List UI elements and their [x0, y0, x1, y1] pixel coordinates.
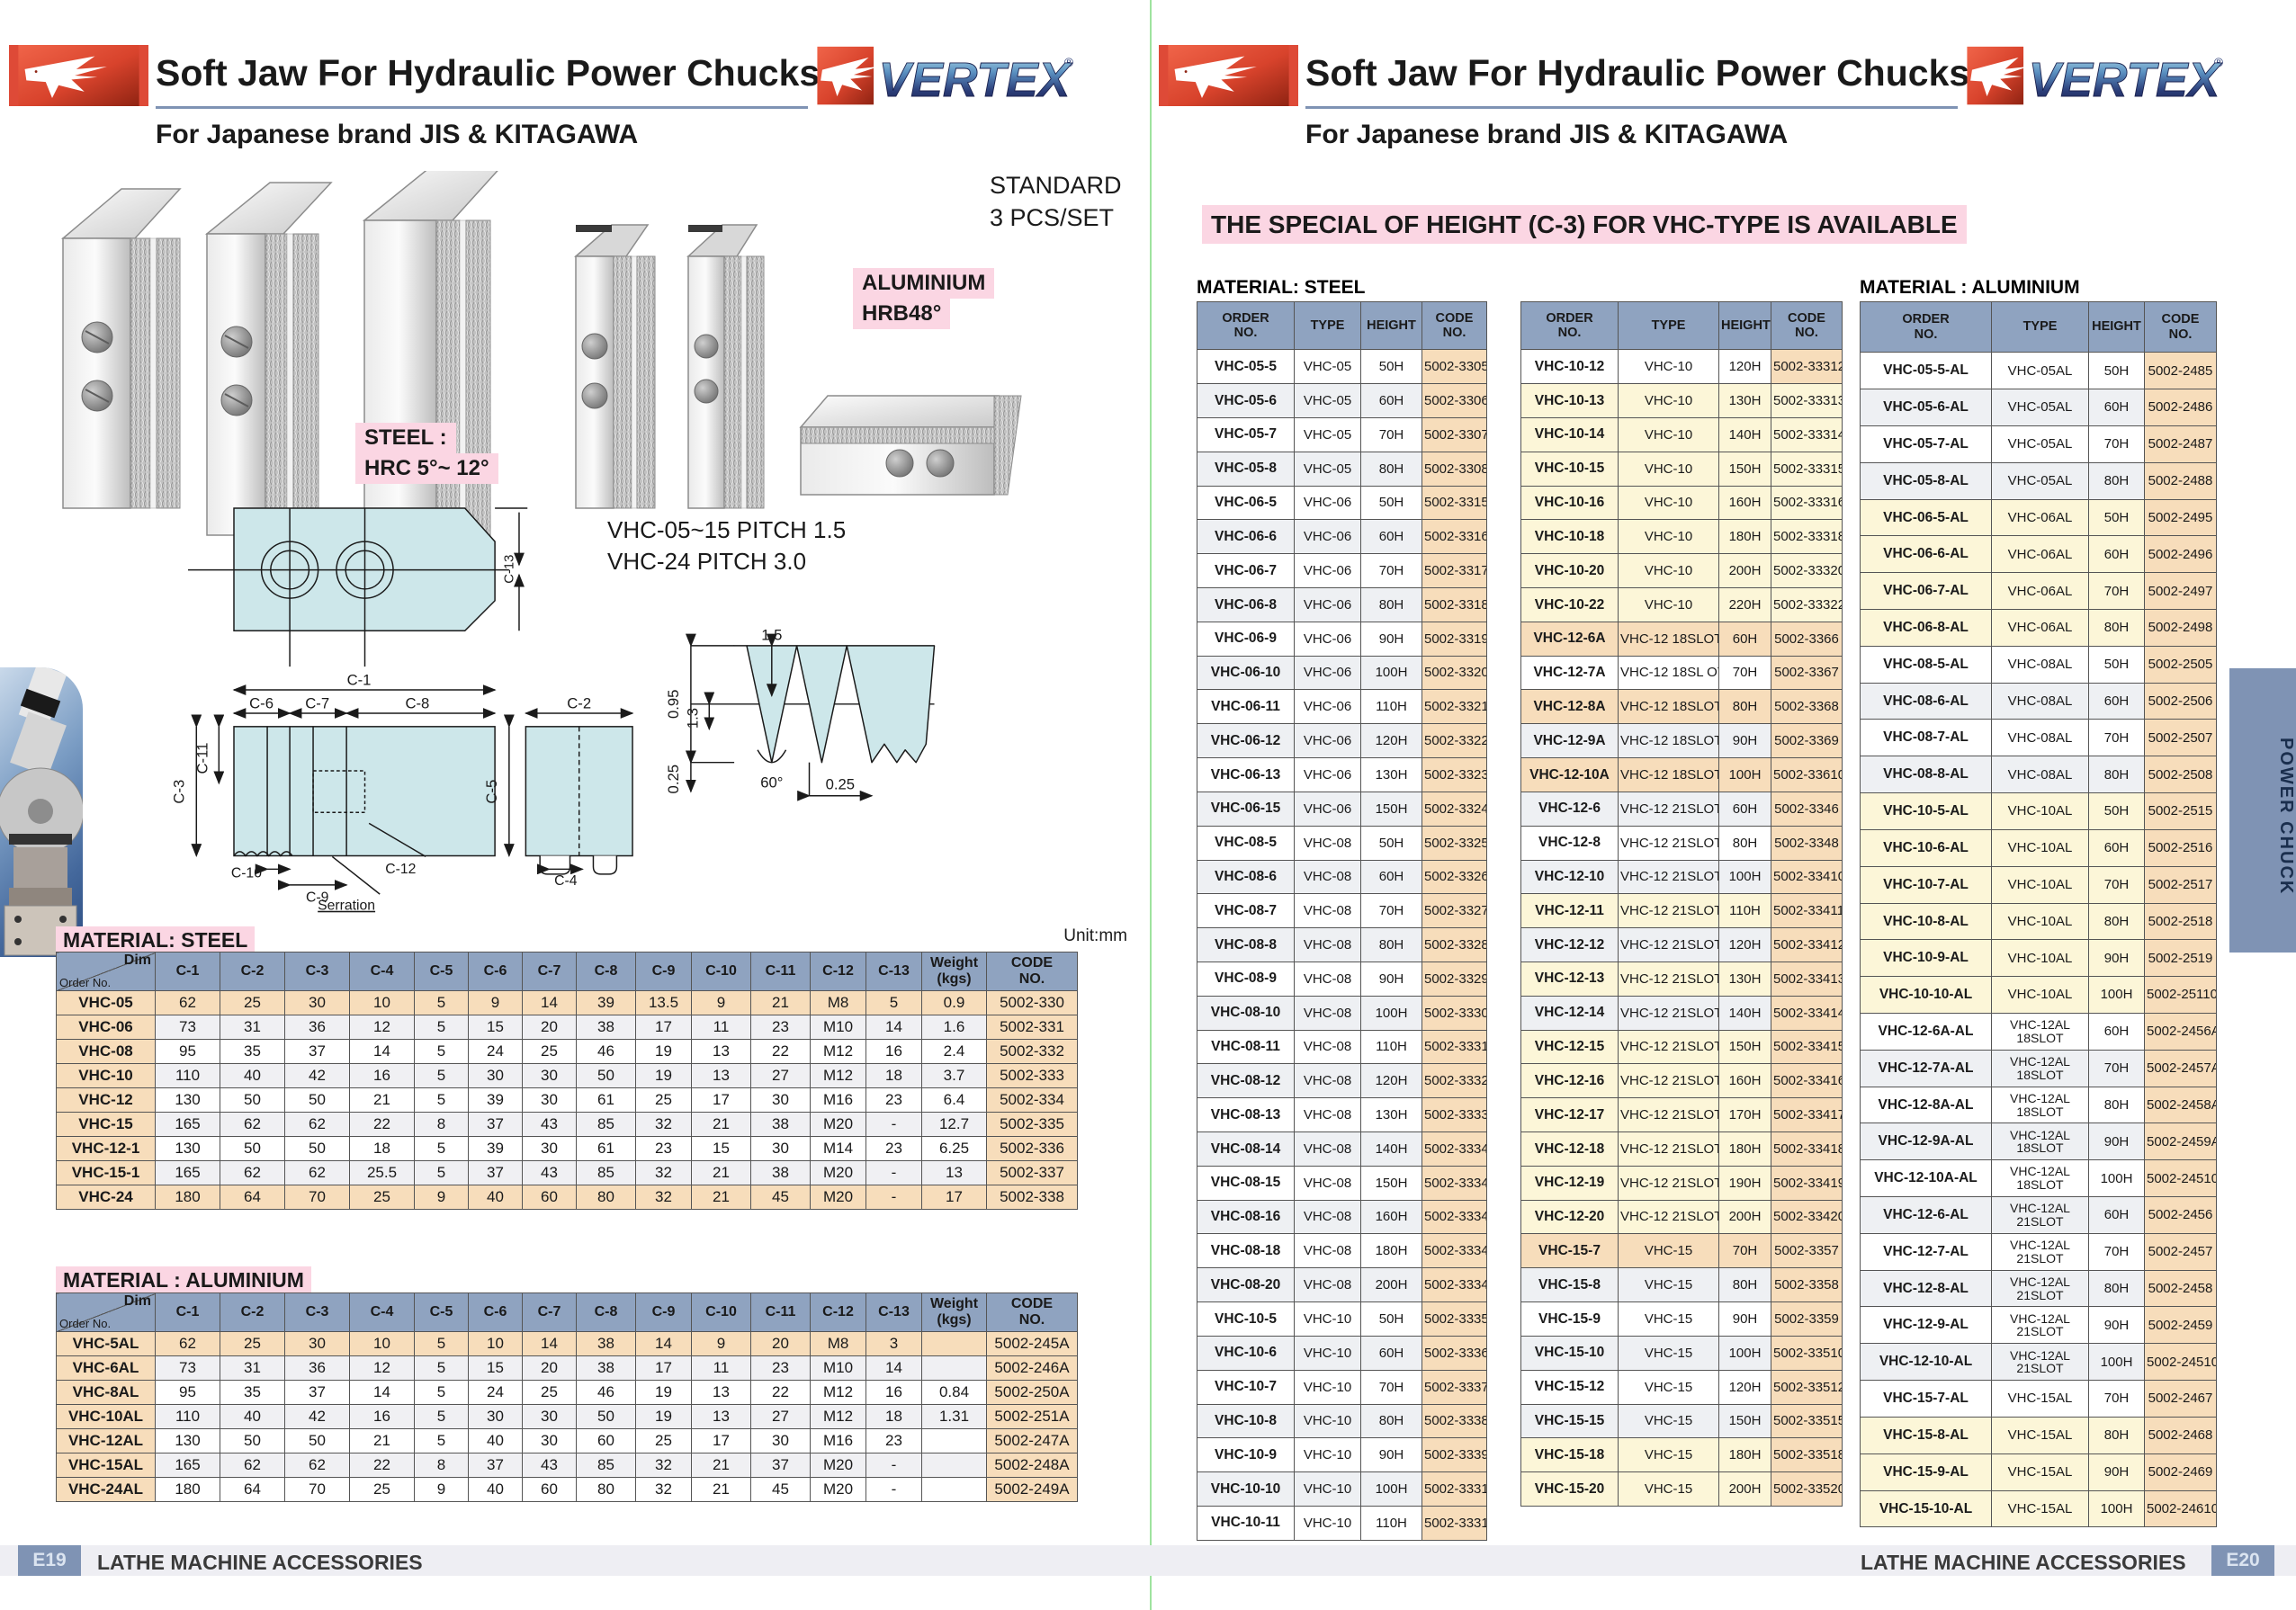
svg-text:0.95: 0.95 — [665, 690, 682, 719]
svg-text:C-5: C-5 — [483, 780, 500, 804]
svg-text:C-2: C-2 — [567, 694, 591, 711]
svg-text:0.25: 0.25 — [826, 775, 855, 792]
svg-text:C-6: C-6 — [249, 694, 274, 711]
svg-text:VERTEX: VERTEX — [2029, 54, 2223, 107]
svg-text:C-11: C-11 — [193, 743, 211, 774]
svg-text:60°: 60° — [760, 774, 783, 791]
svg-text:Serration: Serration — [318, 899, 375, 914]
svg-text:C-4: C-4 — [554, 873, 578, 889]
svg-text:C-1: C-1 — [347, 671, 372, 688]
svg-text:0.25: 0.25 — [665, 765, 682, 793]
svg-text:C-3: C-3 — [170, 780, 187, 804]
svg-text:1.3: 1.3 — [684, 708, 701, 729]
svg-text:C-7: C-7 — [305, 694, 329, 711]
svg-text:1.5: 1.5 — [761, 626, 782, 643]
svg-text:C-10: C-10 — [231, 866, 262, 881]
svg-text:C-13: C-13 — [502, 555, 516, 584]
svg-text:VERTEX: VERTEX — [879, 54, 1073, 107]
svg-text:C-12: C-12 — [385, 862, 416, 877]
svg-text:C-8: C-8 — [405, 694, 429, 711]
